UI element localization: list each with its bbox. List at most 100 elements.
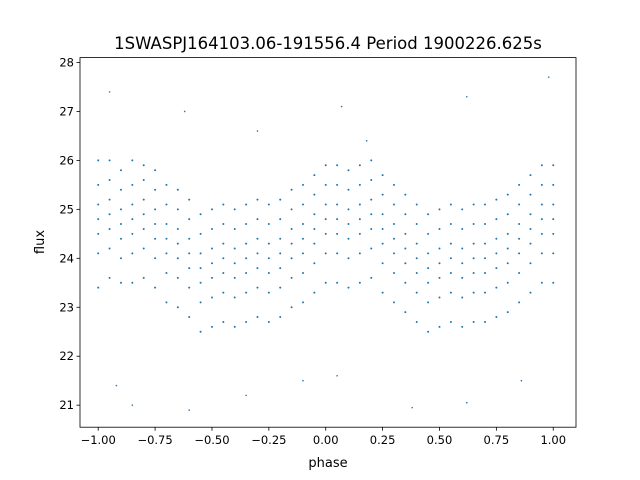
outlier-point [183, 110, 186, 113]
outlier-point [465, 95, 468, 98]
x-axis: −1.00 −0.75 −0.50 −0.25 0.00 0.25 0.50 0.75 1.00 [81, 427, 566, 447]
data-point [210, 227, 213, 230]
data-point [415, 271, 418, 274]
data-point [222, 257, 225, 260]
data-point [472, 320, 475, 323]
data-point [313, 213, 316, 216]
x-tick-label: 0.25 [370, 433, 396, 447]
data-point [540, 281, 543, 284]
data-point [449, 291, 452, 294]
data-point [97, 183, 100, 186]
data-point [347, 286, 350, 289]
data-point [222, 271, 225, 274]
data-point [427, 213, 430, 216]
data-point [279, 218, 282, 221]
data-point [392, 271, 395, 274]
data-point [552, 203, 555, 206]
data-point [449, 203, 452, 206]
data-point [222, 242, 225, 245]
data-point [381, 193, 384, 196]
y-tick-label: 25 [59, 202, 74, 216]
data-point [347, 169, 350, 172]
data-point [290, 208, 293, 211]
data-point [154, 169, 157, 172]
data-point [313, 262, 316, 265]
data-point [392, 301, 395, 304]
data-point [381, 213, 384, 216]
data-point [495, 267, 498, 270]
data-point [210, 247, 213, 250]
data-point [233, 227, 236, 230]
data-point [165, 237, 168, 240]
data-point [392, 237, 395, 240]
data-point [404, 232, 407, 235]
data-point [279, 286, 282, 289]
data-point [449, 242, 452, 245]
data-point [529, 291, 532, 294]
x-tick-label: 0.75 [484, 433, 510, 447]
data-point [461, 247, 464, 250]
data-point [370, 198, 373, 201]
data-point [301, 237, 304, 240]
data-point [142, 198, 145, 201]
data-point [154, 237, 157, 240]
x-tick-label: −0.25 [251, 433, 286, 447]
data-point [245, 223, 248, 226]
data-point [154, 188, 157, 191]
data-point [233, 262, 236, 265]
data-point [438, 247, 441, 250]
data-point [119, 169, 122, 172]
data-point [245, 242, 248, 245]
data-point [461, 208, 464, 211]
outlier-point [465, 401, 468, 404]
data-point [324, 252, 327, 255]
data-point [233, 247, 236, 250]
data-point [495, 286, 498, 289]
data-point [506, 311, 509, 314]
data-point [279, 252, 282, 255]
data-point [370, 178, 373, 181]
data-point [267, 271, 270, 274]
data-point [347, 237, 350, 240]
data-point [210, 262, 213, 265]
data-point [552, 232, 555, 235]
data-point [336, 232, 339, 235]
data-point [461, 262, 464, 265]
data-point [506, 193, 509, 196]
data-point [279, 267, 282, 270]
data-point [495, 237, 498, 240]
data-point [267, 223, 270, 226]
data-point [552, 281, 555, 284]
data-point [188, 218, 191, 221]
data-point [176, 242, 179, 245]
data-point [438, 296, 441, 299]
data-point [245, 203, 248, 206]
data-point [97, 252, 100, 255]
data-point [427, 330, 430, 333]
data-point [336, 183, 339, 186]
data-point [438, 276, 441, 279]
data-point [119, 281, 122, 284]
data-point [404, 311, 407, 314]
data-point [336, 164, 339, 167]
data-point [256, 286, 259, 289]
data-point [119, 208, 122, 211]
data-point [540, 164, 543, 167]
data-point [245, 271, 248, 274]
data-point [336, 203, 339, 206]
data-point [392, 223, 395, 226]
data-point [188, 286, 191, 289]
data-point [256, 198, 259, 201]
data-point [427, 301, 430, 304]
data-point [438, 208, 441, 211]
data-point [529, 193, 532, 196]
data-point [449, 257, 452, 260]
data-point [495, 316, 498, 319]
data-point [506, 262, 509, 265]
data-point [483, 223, 486, 226]
data-point [267, 320, 270, 323]
data-point [540, 183, 543, 186]
data-point [267, 257, 270, 260]
data-point [438, 227, 441, 230]
data-point [483, 291, 486, 294]
